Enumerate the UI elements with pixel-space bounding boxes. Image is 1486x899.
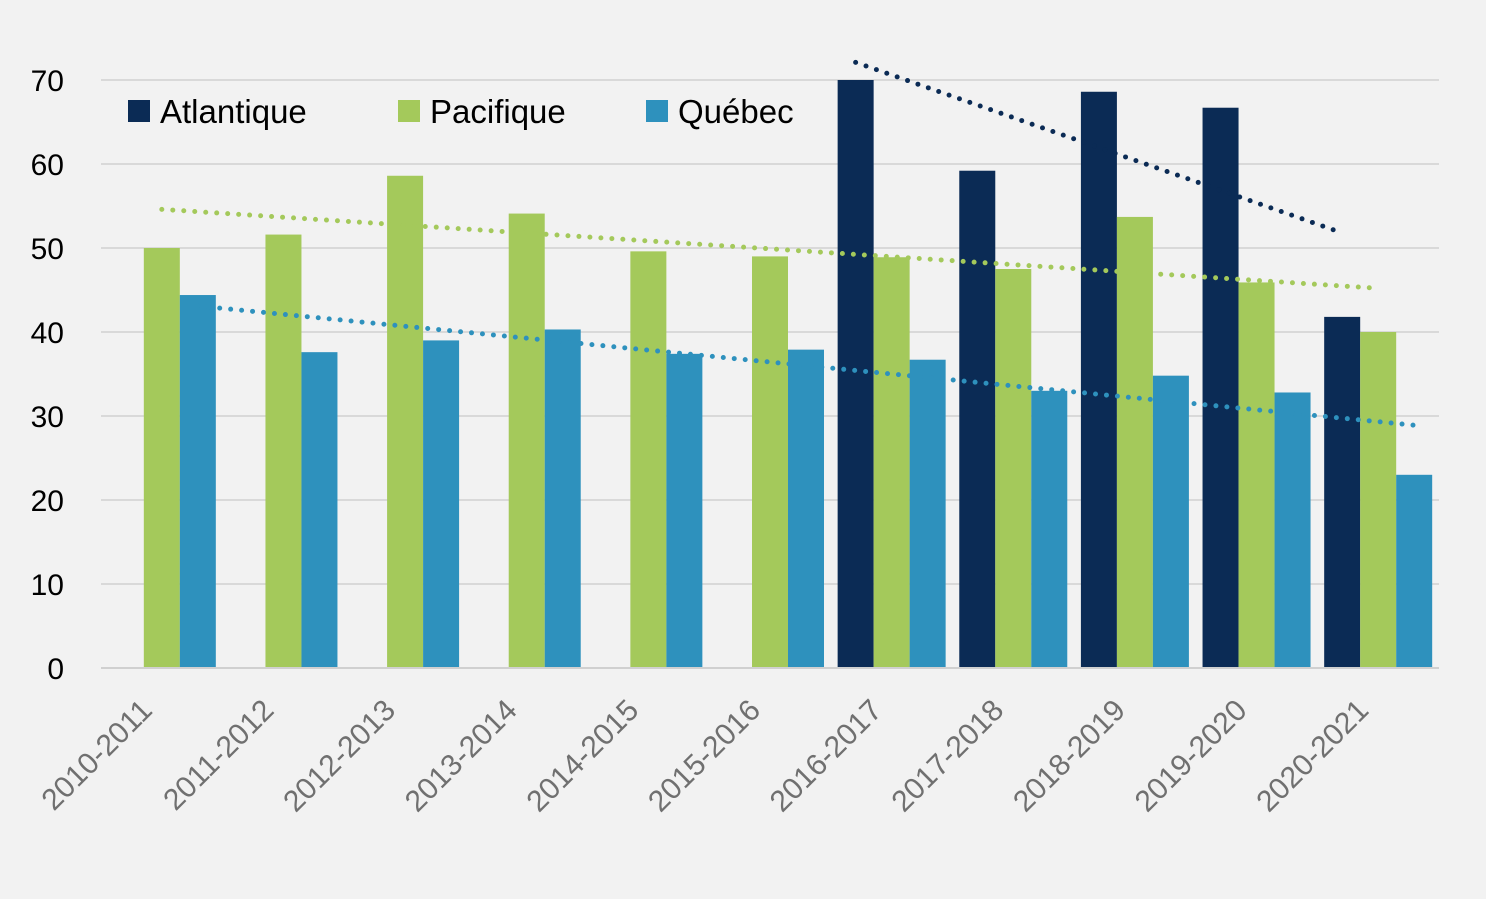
legend-label-quebec: Québec: [678, 93, 794, 130]
bar-quebec-2011-2012: [301, 352, 338, 668]
y-tick-label: 30: [31, 401, 64, 434]
bar-quebec-2020-2021: [1396, 474, 1433, 668]
bar-atlantique-2020-2021: [1324, 316, 1361, 668]
bar-quebec-2016-2017: [909, 359, 946, 668]
bar-pacifique-2018-2019: [1116, 216, 1153, 669]
trendlines: [159, 59, 1417, 428]
bar-pacifique-2015-2016: [752, 256, 788, 668]
bar-pacifique-2014-2015: [630, 251, 667, 669]
y-tick-label: 10: [31, 569, 64, 602]
bar-quebec-2012-2013: [423, 340, 460, 668]
y-tick-label: 50: [31, 233, 64, 266]
bar-pacifique-2017-2018: [995, 269, 1032, 668]
legend-swatch-atlantique: [128, 100, 150, 122]
bar-atlantique-2016-2017: [837, 80, 874, 668]
bar-pacifique-2010-2011: [143, 248, 180, 668]
x-tick-label: 2019-2020: [1129, 694, 1254, 819]
legend-swatch-pacifique: [398, 100, 420, 122]
bar-quebec-2013-2014: [544, 329, 581, 668]
x-axis-tick-labels: 2010-20112011-20122012-20132013-20142014…: [36, 694, 1376, 819]
bar-pacifique-2011-2012: [265, 234, 302, 668]
x-tick-label: 2018-2019: [1007, 694, 1132, 819]
bar-atlantique-2018-2019: [1080, 91, 1117, 668]
bar-atlantique-2017-2018: [959, 170, 996, 668]
x-tick-label: 2010-2011: [36, 694, 159, 817]
x-tick-label: 2015-2016: [642, 694, 767, 819]
bar-quebec-2017-2018: [1031, 390, 1068, 668]
y-tick-label: 60: [31, 149, 64, 182]
bar-atlantique-2019-2020: [1202, 107, 1239, 669]
trendline-atlantique: [853, 59, 1345, 236]
legend-label-pacifique: Pacifique: [430, 93, 566, 130]
legend: Atlantique Pacifique Québec: [128, 93, 794, 130]
y-tick-label: 20: [31, 485, 64, 518]
x-tick-label: 2011-2012: [157, 694, 280, 817]
x-tick-label: 2012-2013: [277, 694, 402, 819]
bars: [143, 80, 1433, 669]
legend-swatch-quebec: [646, 100, 668, 122]
y-tick-label: 40: [31, 317, 64, 350]
bar-pacifique-2012-2013: [387, 175, 424, 668]
x-tick-label: 2013-2014: [399, 694, 524, 819]
x-tick-label: 2017-2018: [885, 694, 1010, 819]
y-tick-label: 0: [47, 653, 64, 686]
bar-quebec-2019-2020: [1274, 392, 1311, 668]
x-tick-label: 2016-2017: [764, 694, 889, 819]
legend-label-atlantique: Atlantique: [160, 93, 307, 130]
y-axis-tick-labels: 0 10 20 30 40 50 60 70: [31, 65, 64, 686]
bar-quebec-2018-2019: [1152, 375, 1189, 668]
bar-pacifique-2020-2021: [1360, 332, 1397, 668]
bar-quebec-2010-2011: [179, 295, 216, 668]
y-tick-label: 70: [31, 65, 64, 98]
x-tick-label: 2020-2021: [1250, 694, 1375, 819]
bar-pacifique-2019-2020: [1238, 282, 1275, 668]
bar-quebec-2014-2015: [666, 353, 703, 668]
bar-pacifique-2016-2017: [873, 257, 910, 668]
bar-pacifique-2013-2014: [508, 213, 545, 668]
x-tick-label: 2014-2015: [521, 694, 646, 819]
bar-quebec-2015-2016: [788, 349, 824, 668]
